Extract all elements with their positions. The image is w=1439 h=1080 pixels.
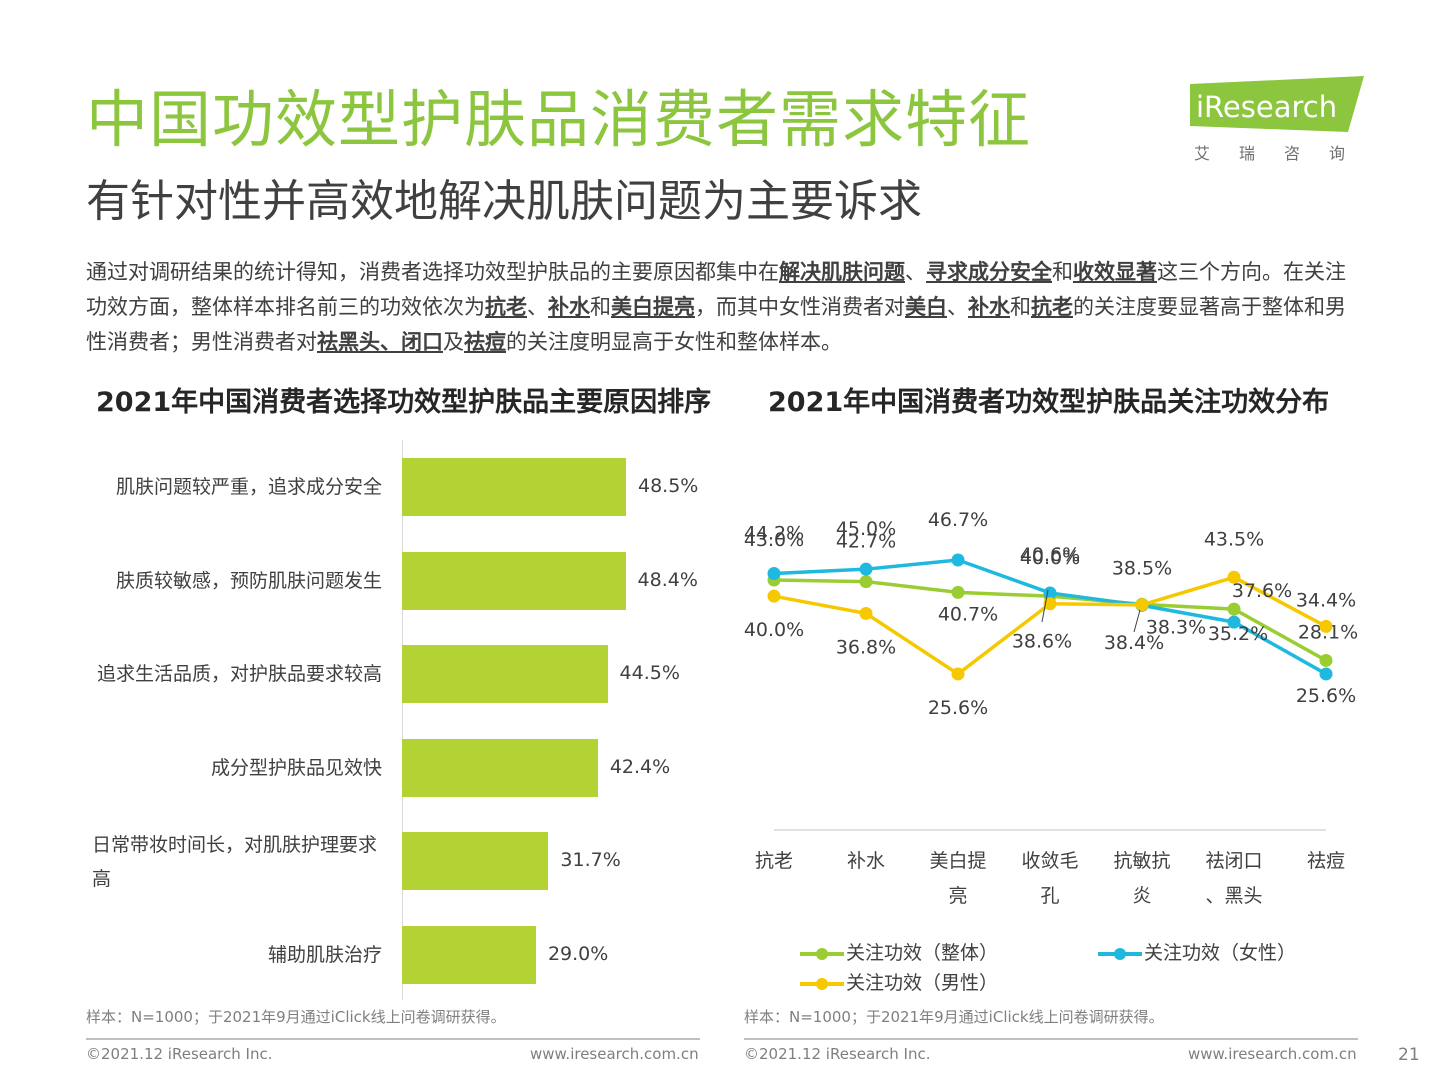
x-tick-label: 美白提亮 — [929, 850, 987, 907]
bar-value-label: 48.5% — [638, 475, 699, 497]
logo-banner-shape — [1190, 76, 1364, 132]
sample-note-left: 样本：N=1000；于2021年9月通过iClick线上问卷调研获得。 — [86, 1008, 506, 1026]
bar-category-label: 追求生活品质，对护肤品要求较高 — [96, 663, 382, 686]
data-point — [1319, 619, 1333, 633]
data-label: 46.7% — [928, 509, 988, 531]
page-subtitle: 有针对性并高效地解决肌肤问题为主要诉求 — [86, 176, 922, 227]
bar-category-label: 肤质较敏感，预防肌肤问题发生 — [115, 569, 382, 592]
bar-value-label: 29.0% — [547, 943, 609, 965]
legend-marker-overall — [800, 947, 844, 960]
data-point — [951, 553, 965, 567]
label-leader-line — [1041, 589, 1049, 623]
bar-chart-axis — [402, 440, 403, 1000]
footer-url-left: www.iresearch.com.cn — [530, 1045, 699, 1063]
data-point — [951, 585, 965, 599]
sample-note-right: 样本：N=1000；于2021年9月通过iClick线上问卷调研获得。 — [744, 1008, 1164, 1026]
data-label: 37.6% — [1232, 580, 1292, 602]
data-point — [859, 562, 873, 576]
legend-item-male: 关注功效（男性） — [800, 968, 998, 995]
x-tick-label: 抗敏抗炎 — [1113, 850, 1171, 907]
data-label: 45.0% — [836, 518, 896, 540]
footer-divider-left — [86, 1038, 700, 1040]
legend-marker-female — [1098, 947, 1142, 960]
data-point — [1227, 570, 1241, 584]
bar-category-label: 日常带妆时间长，对肌肤护理要求高 — [92, 834, 378, 891]
data-label: 38.3% — [1146, 616, 1206, 638]
x-tick-label: 祛痘 — [1306, 850, 1345, 872]
data-label: 40.0% — [744, 619, 804, 641]
data-label: 38.4% — [1104, 632, 1164, 654]
data-label: 25.6% — [928, 697, 988, 719]
data-label: 34.4% — [1296, 589, 1356, 611]
intro-paragraph: 通过对调研结果的统计得知，消费者选择功效型护肤品的主要原因都集中在解决肌肤问题、… — [86, 260, 1346, 354]
bar — [402, 832, 549, 891]
bar-value-label: 44.5% — [619, 662, 680, 685]
x-tick-label: 抗老 — [754, 850, 793, 872]
data-point — [1227, 615, 1241, 629]
footer-divider-right — [744, 1038, 1358, 1040]
data-label: 38.5% — [1112, 557, 1172, 579]
bar — [402, 458, 626, 516]
data-label: 40.0% — [1020, 547, 1080, 569]
logo-text: iResearch — [1196, 90, 1338, 124]
data-label: 38.6% — [1012, 631, 1072, 653]
line-chart-x-axis: 抗老 补水 美白提亮收敛毛孔抗敏抗炎祛闭口 、黑头 祛痘 — [740, 844, 1400, 954]
data-point — [1043, 597, 1057, 611]
data-point — [1319, 667, 1333, 681]
bar-category-label: 肌肤问题较严重，追求成分安全 — [115, 476, 382, 498]
bar-value-label: 31.7% — [560, 849, 621, 872]
footer-url-right: www.iresearch.com.cn — [1188, 1045, 1357, 1063]
page-number: 21 — [1398, 1045, 1420, 1065]
bar-category-label: 辅助肌肤治疗 — [267, 944, 382, 966]
data-point — [859, 606, 873, 620]
footer-copyright-left: ©2021.12 iResearch Inc. — [86, 1045, 273, 1063]
bar — [402, 738, 598, 797]
bar-value-label: 42.4% — [609, 755, 671, 778]
line-chart-legend: 关注功效（整体） 关注功效（女性） 关注功效（男性） — [800, 938, 1400, 998]
legend-item-female: 关注功效（女性） — [1098, 938, 1296, 965]
bar — [402, 926, 536, 984]
data-label: 40.6% — [1020, 544, 1080, 566]
bar-chart-title: 2021年中国消费者选择功效型护肤品主要原因排序 — [96, 387, 712, 418]
bar-chart: 肌肤问题较严重，追求成分安全 48.5% 肤质较敏感，预防肌肤问题发生 48.4% 追求… — [80, 440, 720, 1000]
data-label: 43.0% — [744, 529, 804, 551]
x-tick-label: 祛闭口 、黑头 — [1205, 850, 1263, 907]
data-point — [1135, 598, 1149, 612]
data-label: 36.8% — [836, 636, 896, 658]
data-point — [951, 667, 965, 681]
data-label: 44.2% — [744, 523, 804, 545]
line-chart-title: 2021年中国消费者功效型护肤品关注功效分布 — [768, 387, 1330, 418]
data-point — [1319, 653, 1333, 667]
data-point — [859, 575, 873, 589]
x-tick-label: 补水 — [846, 850, 885, 872]
data-point — [1227, 602, 1241, 616]
iresearch-logo: iResearch 艾瑞咨询 — [1188, 74, 1368, 164]
data-label: 43.5% — [1204, 528, 1264, 550]
data-label: 40.7% — [938, 603, 998, 625]
bar-value-label: 48.4% — [637, 568, 698, 591]
legend-item-overall: 关注功效（整体） — [800, 938, 998, 965]
data-label: 42.7% — [836, 531, 896, 553]
legend-marker-male — [800, 977, 844, 990]
x-tick-label: 收敛毛孔 — [1021, 850, 1079, 907]
bar — [402, 645, 608, 704]
line-chart: 43.0%42.7%40.7%40.0%38.5%37.6%28.1%44.2%… — [744, 509, 1358, 831]
bar-category-label: 成分型护肤品见效快 — [210, 756, 382, 779]
bar — [402, 551, 626, 610]
data-point — [767, 567, 781, 580]
page-title: 中国功效型护肤品消费者需求特征 — [86, 83, 1032, 156]
logo-subtext: 艾瑞咨询 — [1194, 144, 1375, 163]
data-label: 25.6% — [1296, 685, 1356, 707]
data-label: 35.2% — [1208, 623, 1268, 645]
data-point — [767, 589, 781, 603]
footer-copyright-right: ©2021.12 iResearch Inc. — [744, 1045, 931, 1063]
label-leader-line — [1133, 609, 1141, 633]
